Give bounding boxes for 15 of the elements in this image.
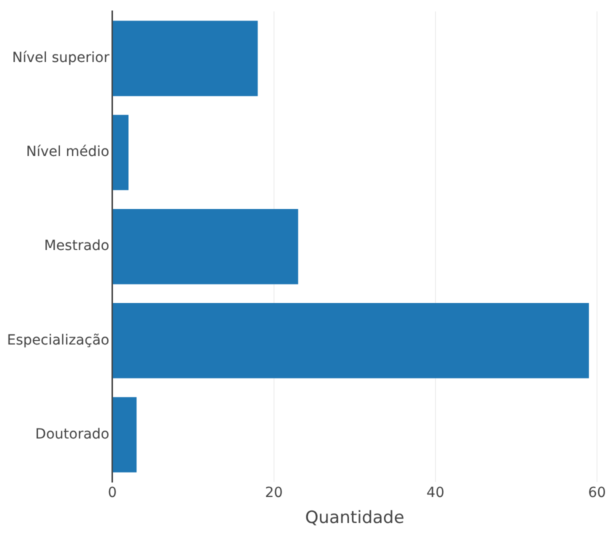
- x-tick-label: 20: [264, 484, 283, 501]
- y-tick-label: Nível médio: [26, 144, 110, 160]
- x-axis-title: Quantidade: [305, 508, 404, 528]
- bar: [112, 303, 589, 378]
- x-tick-label: 60: [588, 484, 606, 501]
- y-tick-label: Nível superior: [12, 50, 110, 66]
- x-tick-label: 0: [108, 484, 117, 501]
- y-tick-label: Especialização: [6, 332, 110, 348]
- x-tick-label: 40: [426, 484, 444, 501]
- bar: [112, 114, 129, 190]
- bar: [112, 208, 298, 284]
- y-tick-label: Doutorado: [35, 426, 110, 442]
- bar: [112, 20, 258, 96]
- y-tick-label: Mestrado: [44, 238, 110, 254]
- bar: [112, 397, 137, 472]
